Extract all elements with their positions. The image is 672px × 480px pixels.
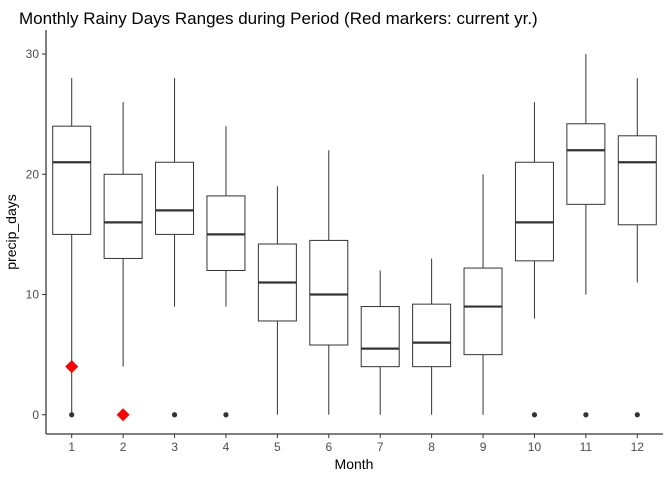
x-tick-label: 3 bbox=[171, 440, 178, 454]
y-tick-label: 10 bbox=[26, 288, 40, 302]
x-axis-title: Month bbox=[335, 456, 374, 472]
current-year-marker bbox=[116, 408, 130, 422]
x-tick-label: 6 bbox=[325, 440, 332, 454]
outlier-point bbox=[634, 412, 640, 418]
outlier-point bbox=[69, 412, 75, 418]
outlier-point bbox=[583, 412, 589, 418]
box-month-7 bbox=[360, 306, 400, 368]
x-tick-label: 4 bbox=[223, 440, 230, 454]
x-tick-label: 1 bbox=[68, 440, 75, 454]
y-axis-title: precip_days bbox=[3, 194, 19, 270]
box-month-11 bbox=[566, 123, 606, 205]
box-month-12 bbox=[617, 135, 657, 226]
x-tick-label: 7 bbox=[377, 440, 384, 454]
y-tick-label: 30 bbox=[26, 47, 40, 61]
x-tick-label: 8 bbox=[428, 440, 435, 454]
box-month-6 bbox=[309, 239, 349, 346]
box-month-2 bbox=[103, 173, 143, 259]
y-tick-label: 20 bbox=[26, 167, 40, 181]
outlier-point bbox=[531, 412, 538, 418]
x-tick-label: 12 bbox=[631, 440, 645, 454]
x-tick-label: 9 bbox=[480, 440, 487, 454]
x-tick-label: 2 bbox=[120, 440, 127, 454]
box-month-10 bbox=[514, 161, 554, 262]
outlier-point bbox=[171, 412, 178, 418]
y-tick-label: 0 bbox=[32, 408, 39, 422]
box-month-3 bbox=[155, 161, 195, 235]
box-month-1 bbox=[52, 125, 92, 235]
current-year-marker bbox=[65, 360, 79, 374]
chart-title: Monthly Rainy Days Ranges during Period … bbox=[19, 9, 538, 28]
box-month-9 bbox=[463, 267, 503, 356]
x-tick-label: 11 bbox=[580, 440, 593, 454]
box-month-4 bbox=[206, 195, 246, 271]
x-tick-label: 5 bbox=[274, 440, 281, 454]
x-tick-label: 10 bbox=[528, 440, 542, 454]
box-month-8 bbox=[412, 303, 452, 368]
outlier-point bbox=[223, 412, 229, 418]
